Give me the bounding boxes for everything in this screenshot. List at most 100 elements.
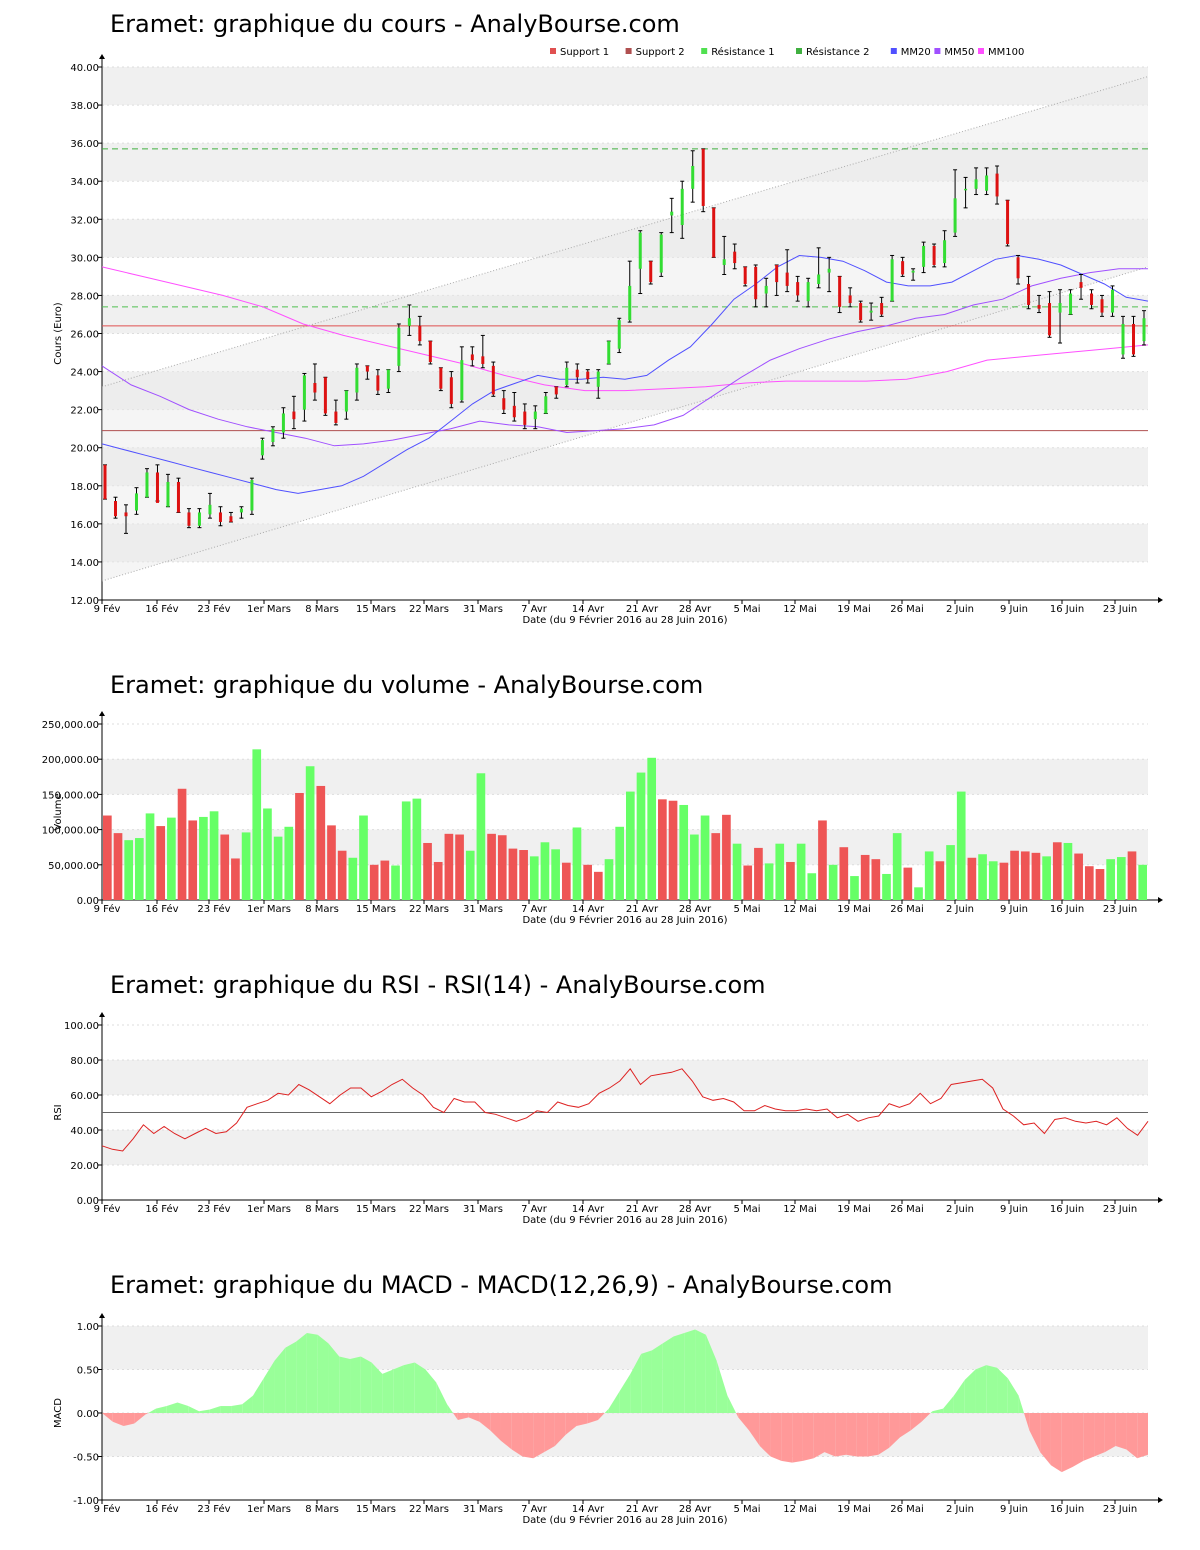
rsi-x-tick-label: 28 Avr xyxy=(679,1204,712,1215)
rsi-x-tick-label: 9 Fév xyxy=(94,1203,121,1215)
volume-x-tick-label: 1er Mars xyxy=(247,904,291,915)
macd-area-segment xyxy=(371,1362,383,1413)
price-legend-swatch xyxy=(934,48,941,54)
volume-bar xyxy=(956,791,966,900)
price-candle-body xyxy=(995,173,999,197)
volume-bar xyxy=(135,838,144,900)
price-legend-swatch xyxy=(625,48,632,54)
macd-area-segment xyxy=(382,1369,394,1413)
price-candle-body xyxy=(208,504,212,515)
price-candle-body xyxy=(859,303,863,321)
volume-bar xyxy=(465,850,475,900)
rsi-chart: 0.00 20.00 40.00 60.00 80.00 100.00 9 Fév 16 Fé… xyxy=(53,1012,1163,1226)
volume-bar xyxy=(828,864,838,900)
macd-area-segment xyxy=(188,1406,200,1413)
price-candle-body xyxy=(1132,323,1136,355)
macd-area-segment xyxy=(749,1413,760,1447)
volume-x-tick-label: 8 Mars xyxy=(305,904,339,915)
price-candle-body xyxy=(911,270,915,273)
price-x-tick-label: 31 Mars xyxy=(463,604,503,615)
price-candle-body xyxy=(880,303,884,315)
price-candle-body xyxy=(1006,200,1010,245)
volume-bar xyxy=(1084,866,1094,900)
price-candle-body xyxy=(428,341,432,363)
price-candle-body xyxy=(953,198,957,233)
volume-bar xyxy=(369,864,379,900)
price-candle-body xyxy=(596,371,600,387)
volume-bar xyxy=(156,826,166,900)
macd-area-segment xyxy=(403,1362,415,1413)
macd-x-tick-label: 19 Mai xyxy=(837,1504,870,1515)
price-y-axis-label: Cours (Euro) xyxy=(53,302,64,365)
volume-bar xyxy=(455,834,464,900)
volume-bar xyxy=(1074,853,1083,900)
price-candle-body xyxy=(680,188,684,225)
macd-area-segment xyxy=(1137,1413,1148,1459)
price-x-tick-label: 14 Avr xyxy=(572,604,605,615)
macd-x-tick-label: 12 Mai xyxy=(783,1504,816,1515)
price-x-tick-label: 1er Mars xyxy=(247,604,291,615)
macd-area-segment xyxy=(453,1413,458,1420)
price-candle-body xyxy=(418,325,422,342)
volume-bar xyxy=(668,800,678,900)
price-legend-label: MM20 xyxy=(901,47,931,58)
volume-bar xyxy=(583,864,592,900)
volume-bar xyxy=(231,858,240,900)
macd-area-segment xyxy=(813,1413,825,1459)
rsi-x-tick-label: 16 Fév xyxy=(145,1203,178,1215)
volume-x-axis-label: Date (du 9 Février 2016 au 28 Juin 2016) xyxy=(522,914,727,926)
price-candle-body xyxy=(407,318,411,326)
price-candle-body xyxy=(1090,293,1094,305)
macd-area-segment xyxy=(738,1413,750,1431)
volume-bar xyxy=(1138,864,1147,900)
price-legend-label: Résistance 1 xyxy=(711,46,774,58)
price-grid-band xyxy=(102,523,1148,562)
volume-bar xyxy=(1127,851,1137,900)
price-x-axis-arrow xyxy=(1158,597,1163,603)
volume-bar xyxy=(337,850,347,900)
volume-bar xyxy=(220,834,230,900)
volume-chart: 0.00 50,000.00 100,000.00 150,000.00 200,000… xyxy=(42,711,1163,926)
price-candle-body xyxy=(901,261,905,275)
price-x-tick-label: 28 Avr xyxy=(679,604,712,615)
price-candle-body xyxy=(449,377,453,404)
price-y-tick-label: 30.00 xyxy=(70,253,99,264)
macd-area-segment xyxy=(544,1413,555,1453)
macd-area-segment xyxy=(360,1356,372,1413)
macd-area-segment xyxy=(802,1413,814,1461)
macd-x-tick-label: 28 Avr xyxy=(679,1504,712,1515)
volume-bar xyxy=(743,865,753,900)
price-candle-body xyxy=(743,266,747,285)
macd-area-segment xyxy=(447,1404,454,1413)
macd-area-segment xyxy=(123,1413,135,1427)
price-legend-label: MM50 xyxy=(944,47,974,58)
volume-y-axis-arrow xyxy=(99,711,105,716)
price-grid-band xyxy=(102,295,1148,334)
macd-y-tick-label: 0.50 xyxy=(77,1366,99,1377)
volume-bar xyxy=(796,843,806,900)
macd-area-segment xyxy=(997,1367,1008,1413)
volume-bar xyxy=(700,815,710,900)
price-candle-body xyxy=(239,508,243,513)
macd-x-tick-label: 9 Juin xyxy=(1000,1504,1028,1515)
macd-area-segment xyxy=(134,1413,146,1424)
macd-area-segment xyxy=(199,1409,210,1413)
price-candle-body xyxy=(712,207,716,258)
price-candle-body xyxy=(103,464,107,500)
volume-bar xyxy=(818,820,827,900)
macd-area-segment xyxy=(436,1382,448,1413)
rsi-x-tick-label: 23 Juin xyxy=(1103,1204,1137,1215)
macd-x-tick-label: 15 Mars xyxy=(356,1504,396,1515)
price-chart: 12.00 14.00 16.00 18.00 20.00 22.00 24.00 26.00… xyxy=(53,46,1163,626)
price-candle-body xyxy=(502,398,506,410)
price-candle-body xyxy=(985,175,989,191)
mm100-line xyxy=(101,266,1149,392)
price-x-axis-label: Date (du 9 Février 2016 au 28 Juin 2016) xyxy=(522,614,727,626)
price-candle-body xyxy=(491,365,495,395)
macd-area-segment xyxy=(209,1406,221,1413)
volume-bar xyxy=(1031,852,1041,900)
volume-bar xyxy=(423,842,432,900)
price-candle-body xyxy=(229,516,233,522)
volume-bar xyxy=(1063,842,1073,900)
macd-area-segment xyxy=(242,1395,253,1413)
